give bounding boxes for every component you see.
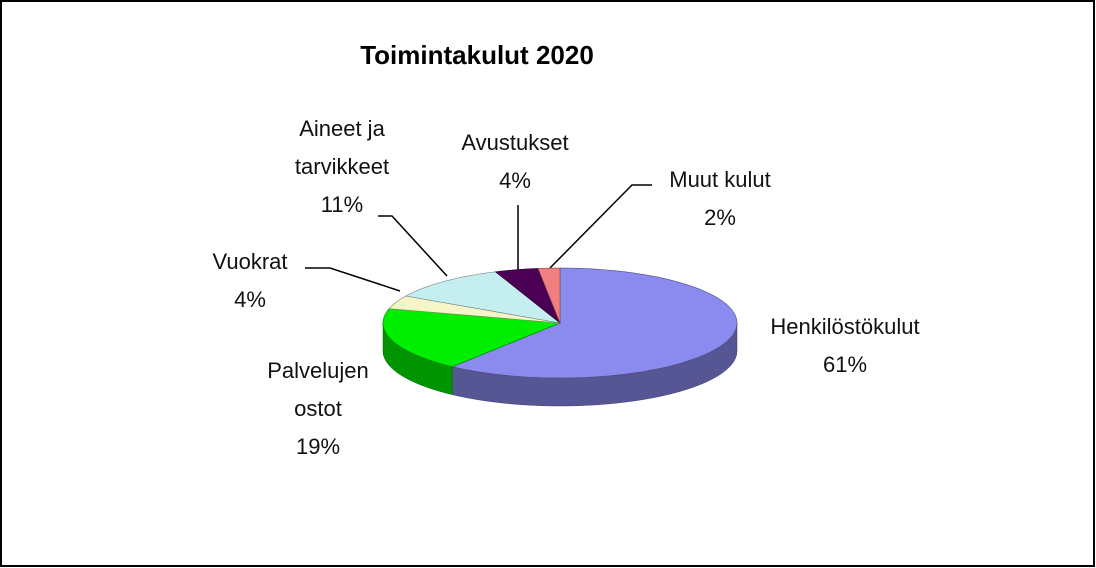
value-label: 61% (822, 352, 868, 377)
data-label: Henkilöstökulut 61% (770, 308, 919, 384)
data-label: Aineet ja tarvikkeet 11% (275, 110, 410, 224)
slice (404, 271, 561, 324)
value-label: 4% (234, 287, 266, 312)
value-label: 19% (295, 434, 341, 459)
slice (494, 268, 561, 324)
leader-line (378, 215, 448, 277)
value-label: 4% (499, 168, 531, 193)
category-label: Vuokrat (212, 249, 288, 274)
chart-title: Toimintakulut 2020 (360, 40, 594, 70)
category-label: Avustukset (461, 130, 569, 155)
data-label: Avustukset 4% (461, 124, 568, 200)
data-label: Vuokrat 4% (212, 243, 287, 319)
category-label: Palvelujen ostot (267, 358, 369, 421)
data-label: Palvelujen ostot 19% (253, 352, 383, 466)
category-label: Aineet ja tarvikkeet (294, 116, 390, 179)
value-label: 2% (704, 205, 736, 230)
leader-lines (305, 184, 652, 292)
pie-tops (382, 267, 738, 379)
slice (537, 267, 561, 324)
leader-line (549, 184, 652, 269)
category-label: Muut kulut (669, 167, 771, 192)
slice (451, 267, 738, 379)
leader-line (305, 267, 401, 292)
slice (382, 308, 561, 367)
slice (388, 295, 561, 324)
category-label: Henkilöstökulut (770, 314, 920, 339)
value-label: 11% (320, 192, 364, 217)
data-label: Muut kulut 2% (669, 161, 771, 237)
